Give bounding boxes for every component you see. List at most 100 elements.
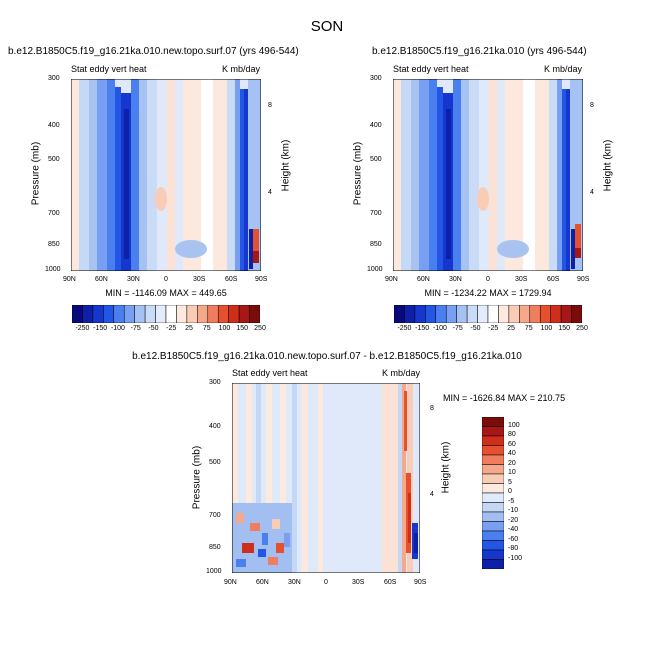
heatmap-plot bbox=[232, 383, 420, 573]
colorbar-swatch bbox=[238, 305, 250, 323]
colorbar bbox=[394, 305, 582, 323]
colorbar bbox=[72, 305, 260, 323]
colorbar-label: -150 bbox=[415, 325, 430, 332]
colorbar-label: -100 bbox=[110, 325, 125, 332]
min-max-readout: MIN = -1626.84 MAX = 210.75 bbox=[443, 393, 566, 403]
variable-label: Stat eddy vert heat bbox=[232, 368, 308, 378]
colorbar-swatch bbox=[482, 530, 504, 541]
lat-tick: 0 bbox=[164, 276, 168, 283]
heatmap-plot bbox=[393, 79, 583, 271]
colorbar-swatch bbox=[456, 305, 468, 323]
height-tick: 4 bbox=[590, 189, 594, 196]
pressure-tick: 400 bbox=[370, 122, 382, 129]
colorbar-label: -100 bbox=[508, 554, 523, 562]
height-tick: 8 bbox=[268, 102, 272, 109]
colorbar-swatch bbox=[82, 305, 94, 323]
colorbar-swatch bbox=[482, 549, 504, 560]
lat-tick: 0 bbox=[486, 276, 490, 283]
colorbar-label: 250 bbox=[254, 325, 266, 332]
height-tick: 4 bbox=[430, 491, 434, 498]
lat-tick: 30N bbox=[449, 276, 462, 283]
pressure-tick: 500 bbox=[209, 459, 221, 466]
colorbar-swatch bbox=[123, 305, 135, 323]
panel-title: b.e12.B1850C5.f19_g16.21ka.010.new.topo.… bbox=[132, 351, 522, 362]
colorbar-label: -20 bbox=[508, 516, 519, 524]
pressure-tick: 1000 bbox=[367, 266, 383, 273]
pressure-tick: 300 bbox=[370, 75, 382, 82]
lat-tick: 60N bbox=[95, 276, 108, 283]
colorbar-swatch bbox=[92, 305, 104, 323]
colorbar-swatch bbox=[466, 305, 478, 323]
lat-tick: 30S bbox=[515, 276, 528, 283]
colorbar-label: -80 bbox=[508, 545, 519, 552]
colorbar-swatch bbox=[103, 305, 115, 323]
colorbar-swatch bbox=[482, 445, 504, 456]
colorbar-swatch bbox=[482, 511, 504, 522]
colorbar-label: 100 bbox=[218, 325, 231, 332]
colorbar-swatch bbox=[134, 305, 146, 323]
colorbar-swatch bbox=[550, 305, 562, 323]
colorbar-swatch bbox=[113, 305, 125, 323]
lat-tick: 60S bbox=[384, 579, 397, 586]
colorbar-label: 0 bbox=[508, 488, 512, 495]
colorbar-label: 40 bbox=[508, 450, 516, 457]
pressure-tick: 850 bbox=[370, 241, 382, 248]
colorbar-swatch bbox=[144, 305, 156, 323]
colorbar-label: 25 bbox=[507, 325, 515, 332]
panel-title: b.e12.B1850C5.f19_g16.21ka.010.new.topo.… bbox=[8, 46, 299, 57]
colorbar-swatch bbox=[482, 540, 504, 551]
colorbar-swatch bbox=[404, 305, 416, 323]
panel-title: b.e12.B1850C5.f19_g16.21ka.010 (yrs 496-… bbox=[372, 46, 587, 57]
y2-axis-label: Height (km) bbox=[280, 139, 292, 192]
colorbar-label: -75 bbox=[130, 325, 141, 332]
min-max-readout: MIN = -1234.22 MAX = 1729.94 bbox=[424, 288, 552, 298]
lat-tick: 0 bbox=[324, 579, 328, 586]
colorbar-swatch bbox=[207, 305, 219, 323]
colorbar-swatch bbox=[217, 305, 229, 323]
pressure-tick: 700 bbox=[370, 210, 382, 217]
variable-label: Stat eddy vert heat bbox=[71, 64, 147, 74]
colorbar-label: -250 bbox=[397, 325, 412, 332]
colorbar-label: 100 bbox=[540, 325, 553, 332]
y-axis-label: Pressure (mb) bbox=[30, 141, 42, 206]
colorbar-swatch bbox=[228, 305, 240, 323]
height-tick: 8 bbox=[430, 405, 434, 412]
colorbar-label: -50 bbox=[148, 325, 159, 332]
pressure-tick: 700 bbox=[209, 512, 221, 519]
colorbar-swatch bbox=[414, 305, 426, 323]
colorbar-swatch bbox=[482, 473, 504, 484]
colorbar-label: 150 bbox=[558, 325, 571, 332]
colorbar-label: -40 bbox=[508, 526, 519, 533]
colorbar-swatch bbox=[482, 454, 504, 465]
lat-tick: 60N bbox=[256, 579, 269, 586]
lat-tick: 30S bbox=[352, 579, 365, 586]
y-axis-label: Pressure (mb) bbox=[352, 141, 364, 206]
lat-tick: 90S bbox=[414, 579, 427, 586]
colorbar-swatch bbox=[482, 426, 504, 437]
colorbar-label: 60 bbox=[508, 440, 516, 448]
colorbar-swatch bbox=[176, 305, 188, 323]
colorbar-swatch bbox=[571, 305, 582, 323]
colorbar-label: -25 bbox=[166, 325, 177, 332]
colorbar-swatch bbox=[155, 305, 167, 323]
colorbar-label: 150 bbox=[236, 325, 249, 332]
variable-label: Stat eddy vert heat bbox=[393, 64, 469, 74]
colorbar-label: -150 bbox=[93, 325, 108, 332]
colorbar-label: -100 bbox=[432, 325, 447, 332]
pressure-tick: 400 bbox=[48, 122, 60, 129]
lat-tick: 30S bbox=[193, 276, 206, 283]
colorbar-label: -25 bbox=[488, 325, 499, 332]
colorbar-labels: 100 80 60 40 20 10 5 0 -5 -10 -20 -40 -60 -80 -100 bbox=[508, 417, 548, 569]
colorbar-label: 5 bbox=[508, 478, 512, 486]
pressure-tick: 500 bbox=[370, 156, 382, 163]
colorbar-swatch bbox=[482, 435, 504, 446]
y2-axis-label: Height (km) bbox=[602, 139, 614, 192]
colorbar-swatch bbox=[508, 305, 520, 323]
colorbar-swatch bbox=[487, 305, 499, 323]
colorbar-swatch bbox=[529, 305, 541, 323]
colorbar bbox=[482, 417, 504, 569]
colorbar-label: -10 bbox=[508, 507, 519, 514]
units-label: K mb/day bbox=[221, 64, 260, 74]
